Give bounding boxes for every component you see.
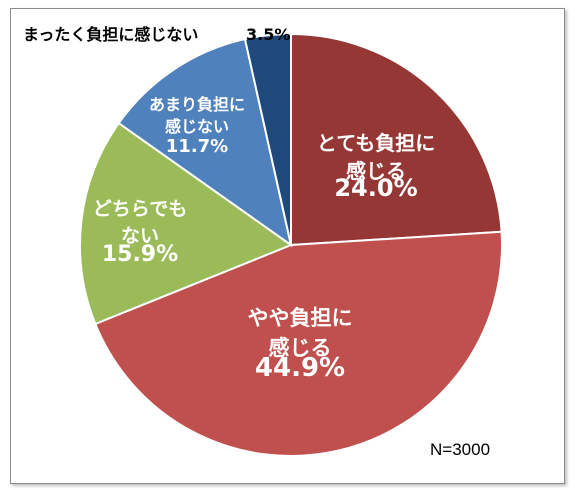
- slice-label-1: 感じる: [269, 336, 332, 360]
- slice-label-3: 感じない: [165, 117, 229, 136]
- sample-size-label: N=3000: [430, 440, 490, 459]
- slice-label-2: どちらでも: [93, 198, 187, 220]
- slice-value-1: 44.9%: [255, 353, 345, 383]
- pie-slice-0: [290, 32, 503, 247]
- slice-label-3: あまり負担に: [149, 95, 245, 114]
- pie-slice-2: [79, 121, 294, 326]
- slice-label-0: 感じる: [346, 159, 406, 183]
- slice-label-0: とても負担に: [317, 131, 435, 155]
- pie-slice-4: [243, 32, 292, 246]
- slice-value-2: 15.9%: [102, 242, 178, 267]
- slice-label-2: ない: [121, 225, 159, 247]
- slice-value-0: 24.0%: [334, 174, 417, 202]
- slice-label-1: やや負担に: [248, 306, 353, 330]
- slice-label-4: まったく負担に感じない: [23, 25, 198, 44]
- slice-value-4: 3.5%: [246, 25, 290, 44]
- pie-slice-3: [117, 37, 293, 248]
- pie-slice-1: [94, 230, 503, 457]
- slice-value-3: 11.7%: [166, 136, 228, 157]
